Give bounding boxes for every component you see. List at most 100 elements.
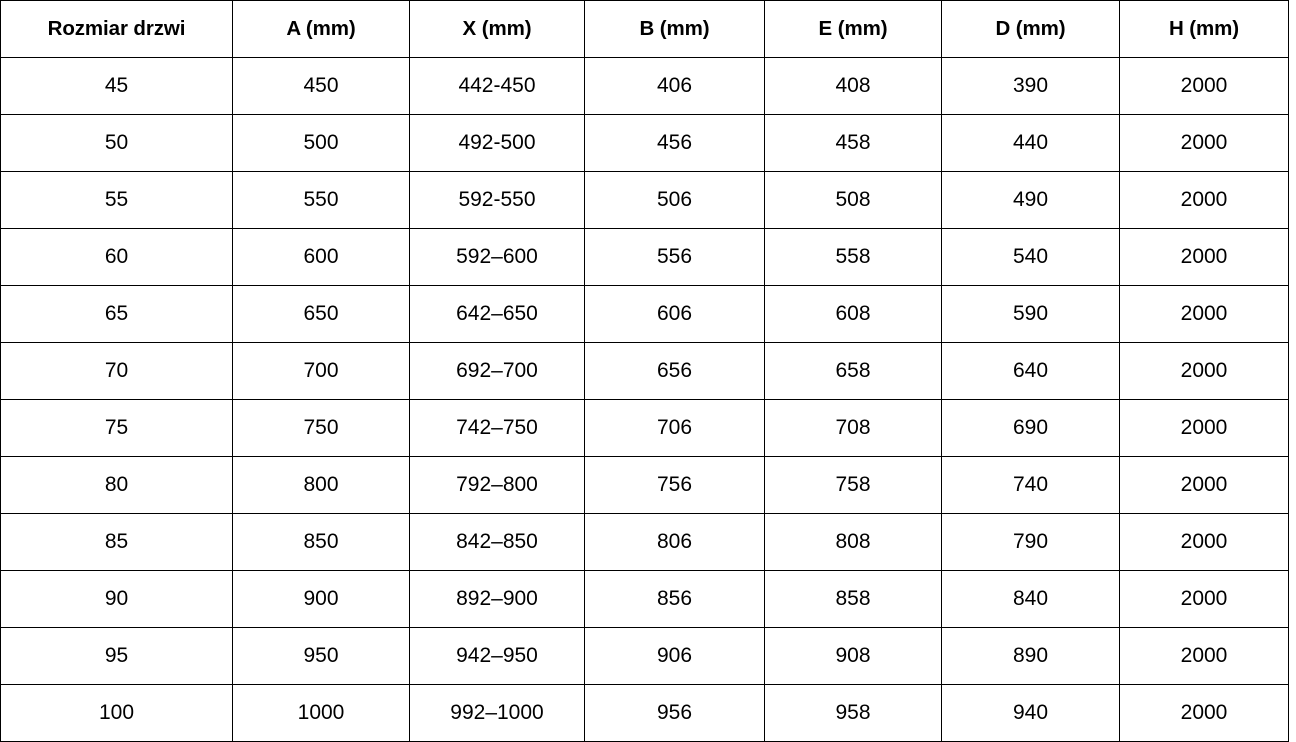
cell-a: 700 bbox=[232, 342, 410, 400]
cell-h: 2000 bbox=[1119, 114, 1289, 172]
cell-h: 2000 bbox=[1119, 228, 1289, 286]
cell-a: 1000 bbox=[232, 684, 410, 742]
cell-h: 2000 bbox=[1119, 285, 1289, 343]
cell-size: 85 bbox=[0, 513, 233, 571]
cell-b: 906 bbox=[584, 627, 765, 685]
table-row: 90 900 892–900 856 858 840 2000 bbox=[0, 570, 1289, 628]
cell-size: 75 bbox=[0, 399, 233, 457]
cell-size: 100 bbox=[0, 684, 233, 742]
column-header-x: X (mm) bbox=[409, 0, 585, 58]
cell-x: 792–800 bbox=[409, 456, 585, 514]
column-header-a: A (mm) bbox=[232, 0, 410, 58]
cell-e: 958 bbox=[764, 684, 942, 742]
cell-d: 490 bbox=[941, 171, 1120, 229]
cell-e: 558 bbox=[764, 228, 942, 286]
cell-d: 540 bbox=[941, 228, 1120, 286]
cell-a: 950 bbox=[232, 627, 410, 685]
table-row: 100 1000 992–1000 956 958 940 2000 bbox=[0, 684, 1289, 742]
cell-e: 808 bbox=[764, 513, 942, 571]
cell-d: 590 bbox=[941, 285, 1120, 343]
table-row: 55 550 592-550 506 508 490 2000 bbox=[0, 171, 1289, 229]
table-row: 60 600 592–600 556 558 540 2000 bbox=[0, 228, 1289, 286]
cell-a: 750 bbox=[232, 399, 410, 457]
cell-h: 2000 bbox=[1119, 399, 1289, 457]
cell-b: 706 bbox=[584, 399, 765, 457]
cell-a: 550 bbox=[232, 171, 410, 229]
cell-b: 406 bbox=[584, 57, 765, 115]
column-header-d: D (mm) bbox=[941, 0, 1120, 58]
cell-size: 60 bbox=[0, 228, 233, 286]
cell-b: 606 bbox=[584, 285, 765, 343]
cell-size: 70 bbox=[0, 342, 233, 400]
table-row: 70 700 692–700 656 658 640 2000 bbox=[0, 342, 1289, 400]
table-row: 85 850 842–850 806 808 790 2000 bbox=[0, 513, 1289, 571]
cell-size: 55 bbox=[0, 171, 233, 229]
table-row: 65 650 642–650 606 608 590 2000 bbox=[0, 285, 1289, 343]
cell-d: 440 bbox=[941, 114, 1120, 172]
cell-e: 608 bbox=[764, 285, 942, 343]
cell-e: 858 bbox=[764, 570, 942, 628]
cell-a: 900 bbox=[232, 570, 410, 628]
cell-e: 508 bbox=[764, 171, 942, 229]
cell-d: 690 bbox=[941, 399, 1120, 457]
column-header-b: B (mm) bbox=[584, 0, 765, 58]
cell-e: 458 bbox=[764, 114, 942, 172]
cell-d: 890 bbox=[941, 627, 1120, 685]
cell-b: 756 bbox=[584, 456, 765, 514]
cell-h: 2000 bbox=[1119, 513, 1289, 571]
table-header-row: Rozmiar drzwi A (mm) X (mm) B (mm) E (mm) D (… bbox=[0, 0, 1289, 58]
cell-b: 556 bbox=[584, 228, 765, 286]
cell-x: 892–900 bbox=[409, 570, 585, 628]
column-header-h: H (mm) bbox=[1119, 0, 1289, 58]
table-body: 45 450 442-450 406 408 390 2000 50 500 492-500 456… bbox=[0, 57, 1289, 742]
cell-size: 50 bbox=[0, 114, 233, 172]
cell-h: 2000 bbox=[1119, 57, 1289, 115]
cell-x: 742–750 bbox=[409, 399, 585, 457]
cell-x: 592-550 bbox=[409, 171, 585, 229]
cell-h: 2000 bbox=[1119, 456, 1289, 514]
cell-d: 840 bbox=[941, 570, 1120, 628]
cell-a: 500 bbox=[232, 114, 410, 172]
cell-size: 45 bbox=[0, 57, 233, 115]
cell-x: 592–600 bbox=[409, 228, 585, 286]
cell-a: 650 bbox=[232, 285, 410, 343]
cell-d: 640 bbox=[941, 342, 1120, 400]
cell-x: 992–1000 bbox=[409, 684, 585, 742]
cell-h: 2000 bbox=[1119, 570, 1289, 628]
cell-h: 2000 bbox=[1119, 171, 1289, 229]
cell-b: 806 bbox=[584, 513, 765, 571]
cell-h: 2000 bbox=[1119, 627, 1289, 685]
cell-b: 856 bbox=[584, 570, 765, 628]
cell-x: 442-450 bbox=[409, 57, 585, 115]
cell-b: 956 bbox=[584, 684, 765, 742]
cell-size: 80 bbox=[0, 456, 233, 514]
cell-d: 740 bbox=[941, 456, 1120, 514]
cell-d: 940 bbox=[941, 684, 1120, 742]
cell-a: 600 bbox=[232, 228, 410, 286]
cell-b: 456 bbox=[584, 114, 765, 172]
cell-h: 2000 bbox=[1119, 342, 1289, 400]
cell-b: 506 bbox=[584, 171, 765, 229]
cell-e: 758 bbox=[764, 456, 942, 514]
cell-a: 800 bbox=[232, 456, 410, 514]
cell-x: 492-500 bbox=[409, 114, 585, 172]
cell-x: 642–650 bbox=[409, 285, 585, 343]
column-header-size: Rozmiar drzwi bbox=[0, 0, 233, 58]
table-row: 80 800 792–800 756 758 740 2000 bbox=[0, 456, 1289, 514]
table-row: 50 500 492-500 456 458 440 2000 bbox=[0, 114, 1289, 172]
cell-size: 65 bbox=[0, 285, 233, 343]
cell-x: 942–950 bbox=[409, 627, 585, 685]
cell-e: 708 bbox=[764, 399, 942, 457]
cell-h: 2000 bbox=[1119, 684, 1289, 742]
cell-b: 656 bbox=[584, 342, 765, 400]
cell-x: 842–850 bbox=[409, 513, 585, 571]
cell-e: 908 bbox=[764, 627, 942, 685]
cell-d: 390 bbox=[941, 57, 1120, 115]
table-row: 75 750 742–750 706 708 690 2000 bbox=[0, 399, 1289, 457]
table-row: 45 450 442-450 406 408 390 2000 bbox=[0, 57, 1289, 115]
table-row: 95 950 942–950 906 908 890 2000 bbox=[0, 627, 1289, 685]
column-header-e: E (mm) bbox=[764, 0, 942, 58]
cell-x: 692–700 bbox=[409, 342, 585, 400]
